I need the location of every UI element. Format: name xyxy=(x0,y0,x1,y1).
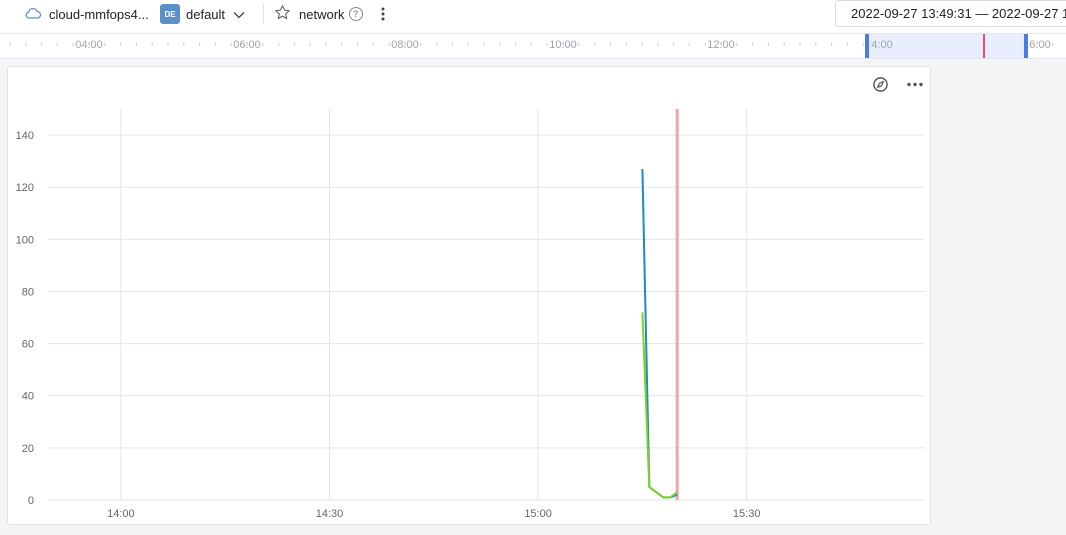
chart-grid xyxy=(48,109,924,501)
line-chart[interactable]: 0 20 40 60 80 100 120 140 14:00 14:30 15:00 15:30 xyxy=(8,67,932,526)
time-range-text: 2022-09-27 13:49:31 — 2022-09-27 1 xyxy=(851,6,1066,21)
x-tick-label: 14:00 xyxy=(107,508,135,520)
y-tick-label: 80 xyxy=(22,286,34,298)
y-tick-label: 40 xyxy=(22,391,34,403)
y-tick-label: 60 xyxy=(22,339,34,351)
cloud-icon xyxy=(24,6,49,23)
timeline-label: 08:00 xyxy=(391,39,419,51)
x-axis-ticks: 14:00 14:30 15:00 15:30 xyxy=(107,508,760,520)
timeline-label: 6:00 xyxy=(1029,39,1050,51)
environment-badge: DE xyxy=(160,4,180,24)
y-tick-label: 140 xyxy=(16,130,34,142)
more-horizontal-icon[interactable] xyxy=(906,76,924,98)
series-line xyxy=(641,312,678,499)
favorite-dashboard: network ? xyxy=(274,0,363,28)
y-axis-ticks: 0 20 40 60 80 100 120 140 xyxy=(16,130,34,507)
y-tick-label: 0 xyxy=(28,495,34,507)
timeline-now-marker xyxy=(983,34,985,58)
timeline-end-handle[interactable] xyxy=(1024,34,1028,58)
x-tick-label: 14:30 xyxy=(316,508,344,520)
timeline-label: 4:00 xyxy=(871,39,892,51)
timeline-start-handle[interactable] xyxy=(865,34,869,58)
chart-panel: 0 20 40 60 80 100 120 140 14:00 14:30 15:00 15:30 xyxy=(7,66,931,525)
help-circle-icon[interactable]: ? xyxy=(348,7,363,21)
top-bar: cloud-mmfops4... DE default network ? 20… xyxy=(0,0,1066,34)
workspace-name: cloud-mmfops4... xyxy=(49,6,149,22)
chart-series xyxy=(641,168,678,499)
compass-icon[interactable] xyxy=(872,76,889,98)
time-range-picker[interactable]: 2022-09-27 13:49:31 — 2022-09-27 1 xyxy=(835,0,1066,27)
time-range-timeline[interactable]: 04:00 06:00 08:00 10:00 12:00 4:00 6:00 xyxy=(0,34,1066,59)
timeline-label: 06:00 xyxy=(233,39,261,51)
timeline-svg: 04:00 06:00 08:00 10:00 12:00 4:00 6:00 xyxy=(9,34,1054,58)
kebab-icon[interactable] xyxy=(378,0,388,28)
star-icon[interactable] xyxy=(274,4,291,24)
chevron-down-icon xyxy=(233,7,245,22)
workspace-selector[interactable]: cloud-mmfops4... xyxy=(24,0,149,28)
environment-name: default xyxy=(186,6,226,22)
y-tick-label: 100 xyxy=(16,234,34,246)
y-tick-label: 120 xyxy=(16,182,34,194)
dashboard-title: network xyxy=(299,6,345,22)
y-tick-label: 20 xyxy=(22,443,34,455)
toolbar-divider xyxy=(263,4,264,24)
timeline-label: 04:00 xyxy=(75,39,103,51)
environment-selector[interactable]: DE default xyxy=(160,0,245,28)
x-tick-label: 15:30 xyxy=(733,508,761,520)
timeline-label: 10:00 xyxy=(549,39,577,51)
x-tick-label: 15:00 xyxy=(524,508,552,520)
timeline-label: 12:00 xyxy=(707,39,735,51)
timeline-selection[interactable] xyxy=(866,34,1026,58)
